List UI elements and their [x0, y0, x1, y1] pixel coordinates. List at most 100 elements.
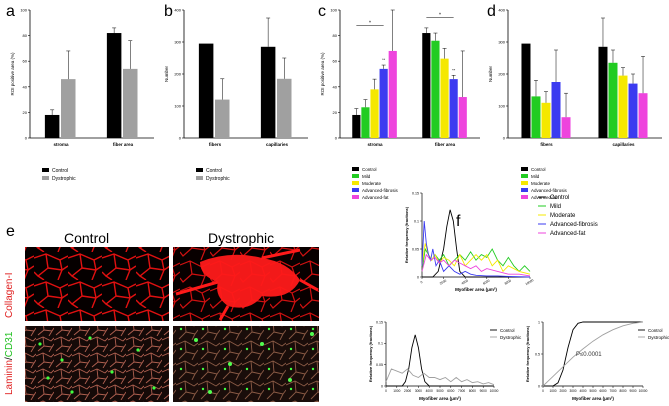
legend-label-mild: Mild [531, 174, 540, 179]
legend-swatch-moderate [521, 181, 528, 185]
bar-mild [531, 96, 541, 138]
x-tick-label: 5000 [436, 389, 443, 393]
y-tick-label: 100 [174, 104, 181, 109]
y-tick-label: 300 [174, 40, 181, 45]
series-line-dystrophic [385, 368, 495, 386]
legend-b-swatch-control [196, 168, 203, 172]
x-tick-label: 5000 [589, 389, 596, 393]
legend-b: Control Dystrophic [196, 168, 230, 182]
series-line-control [543, 321, 643, 387]
y-tick-label: 60 [23, 59, 28, 64]
legend-b-swatch-dystrophic [196, 176, 203, 180]
panel-letter-e: e [6, 223, 15, 240]
y-tick-label: 400 [498, 8, 505, 13]
y-tick-label: 60 [333, 59, 338, 64]
series-line-control [386, 334, 494, 387]
micrograph-dystrophic-collagen [173, 247, 319, 321]
panel-letter-c: c [318, 3, 326, 20]
x-tick-label: 1000 [549, 389, 556, 393]
x-tick-label: stroma [367, 142, 383, 147]
chart-d: 0 100 200 300 400 Number fibers capillaries [488, 8, 662, 147]
x-tick-label: 7000 [458, 389, 465, 393]
legend-label-mild: Mild [550, 204, 561, 210]
x-tick-label: capillaries [612, 142, 635, 147]
x-tick-label: fiber area [113, 142, 134, 147]
bar-control [521, 43, 531, 138]
sig-star: * [369, 20, 371, 26]
legend-label-moderate: Moderate [362, 181, 382, 186]
y-tick-label: 300 [498, 40, 505, 45]
chart-c: 0 20 40 60 80 100 ROI positive area (%) stroma f… [320, 8, 480, 147]
x-tick-label: 8000 [469, 389, 476, 393]
x-tick-label: 0 [385, 389, 387, 393]
x-tick-label: 2000 [559, 389, 566, 393]
bar-mild [431, 40, 440, 138]
row-label-laminin: Laminin [4, 360, 15, 395]
legend-swatch-advanced-fat [521, 195, 528, 199]
legend-a-swatch-control [42, 168, 49, 172]
x-tick-label: 6000 [599, 389, 606, 393]
panel-letter-b: b [164, 3, 173, 20]
x-tick-label: capillaries [266, 142, 289, 147]
y-tick-label: 0 [417, 275, 419, 279]
x-axis-title: Myofiber area (μm²) [572, 396, 614, 401]
x-tick-label: 7000 [609, 389, 616, 393]
micrograph-control-laminin [25, 326, 169, 402]
bar-control [598, 46, 608, 138]
legend-label-moderate: Moderate [531, 181, 551, 186]
x-axis-title: Myofiber area (μm²) [419, 396, 461, 401]
bar-dystrophic [123, 68, 138, 138]
chart-b: 0 100 200 300 400 Number fibers capillaries [164, 8, 308, 147]
legend-a: Control Dystrophic [42, 168, 76, 182]
x-axis-title: Myofiber area (μm²) [455, 287, 497, 292]
y-tick-label: 0.1 [414, 219, 419, 223]
y-tick-label: 1 [538, 320, 540, 324]
y-axis-title: Relative frequency (fractions) [404, 206, 409, 263]
y-axis-title: Relative frequency (fractions) [368, 325, 373, 382]
chart-f2: 0 0.05 0.1 0.15 0 1000 2000 3000 4000 5000 6000 700… [368, 320, 522, 401]
y-tick-label: 100 [498, 104, 505, 109]
y-tick-label: 100 [330, 8, 337, 13]
x-tick-label: fibers [209, 142, 222, 147]
legend-label-control: Control [648, 328, 663, 333]
bar-advanced-fat [638, 93, 648, 138]
x-tick-label: 6000 [447, 389, 454, 393]
legend-swatch-control [352, 167, 359, 171]
y-axis-title: Number [164, 66, 169, 83]
micro-col-label-dystrophic: Dystrophic [208, 230, 274, 246]
y-tick-label: 0 [179, 136, 182, 141]
legend-label-advanced-fibrosis: Advanced-fibrosis [531, 188, 568, 193]
y-tick-label: 0 [25, 136, 28, 141]
y-tick-label: 20 [333, 110, 338, 115]
legend-swatch-advanced-fibrosis [521, 188, 528, 192]
y-tick-label: 40 [333, 84, 338, 89]
x-tick-label: 8000 [619, 389, 626, 393]
series-line-advanced-fat [421, 253, 531, 277]
bar-advanced-fibrosis [628, 83, 638, 138]
legend-label-mild: Mild [362, 174, 371, 179]
legend-label-dystrophic: Dystrophic [648, 335, 669, 340]
x-tick-label: 2000 [404, 389, 411, 393]
legend-label-advanced-fat: Advanced-fat [531, 195, 558, 200]
x-tick-label: 8000 [504, 279, 512, 286]
x-tick-label: 10000 [525, 278, 535, 286]
bar-moderate [370, 89, 379, 138]
y-tick-label: 0 [538, 384, 540, 388]
y-tick-label: 80 [333, 33, 338, 38]
row-label-slash: / [4, 357, 15, 360]
x-tick-label: fibers [540, 142, 553, 147]
bar-advanced-fibrosis [379, 68, 388, 138]
bar-mild [361, 107, 370, 138]
sig-star: * [439, 13, 441, 19]
y-tick-label: 0.1 [378, 342, 383, 346]
bar-mild [608, 62, 618, 138]
bar-advanced-fat [458, 97, 467, 138]
x-tick-label: stroma [53, 142, 69, 147]
legend-b-label-control: Control [206, 168, 222, 174]
panel-letter-a: a [6, 3, 15, 20]
x-tick-label: 6000 [482, 279, 490, 286]
y-tick-label: 100 [20, 8, 27, 13]
bar-control [106, 33, 122, 138]
y-tick-label: 0.05 [376, 363, 383, 367]
bar-advanced-fibrosis [551, 82, 561, 138]
